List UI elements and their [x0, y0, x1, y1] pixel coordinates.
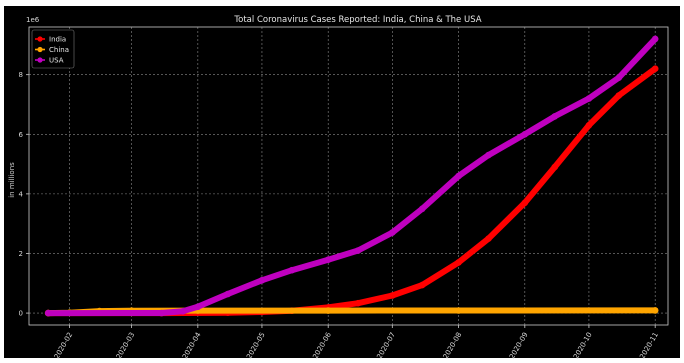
data-point-usa: [258, 277, 266, 284]
legend: India China USA: [31, 29, 75, 69]
data-point-india: [389, 292, 396, 299]
legend-marker-usa: [37, 57, 43, 63]
y-axis-label: in millions: [8, 162, 16, 198]
chart-title: Total Coronavirus Cases Reported: India,…: [233, 15, 481, 25]
y-tick-label: 0: [19, 310, 23, 318]
y-tick-label: 8: [19, 71, 23, 79]
data-point-usa: [224, 290, 232, 298]
data-point-china: [324, 307, 332, 314]
data-point-usa: [389, 229, 396, 236]
data-point-india: [521, 199, 529, 207]
data-point-usa: [615, 74, 623, 81]
data-point-usa: [651, 35, 659, 43]
y-tick-label: 2: [19, 250, 23, 258]
data-point-india: [455, 259, 462, 266]
legend-marker-china: [37, 46, 43, 53]
data-point-usa: [551, 113, 558, 120]
legend-label-usa: USA: [49, 57, 64, 65]
data-point-usa: [354, 247, 362, 254]
legend-marker-india: [37, 36, 43, 42]
data-point-usa: [179, 308, 187, 315]
data-point-china: [651, 307, 659, 314]
data-point-usa: [418, 205, 426, 213]
data-point-india: [551, 163, 558, 171]
y-tick-label: 6: [19, 131, 24, 139]
data-point-usa: [324, 256, 332, 264]
y-axis-offset-label: 1e6: [26, 16, 40, 24]
data-point-usa: [158, 309, 165, 317]
data-point-china: [455, 307, 462, 314]
data-point-usa: [585, 95, 593, 102]
legend-label-india: India: [49, 36, 66, 44]
data-point-usa: [44, 309, 52, 317]
data-point-usa: [194, 303, 202, 311]
plot-frame: [28, 26, 669, 326]
data-point-india: [585, 122, 593, 129]
legend-label-china: China: [49, 46, 69, 54]
data-point-india: [651, 65, 659, 72]
chart-background: [4, 6, 680, 358]
y-tick-label: 4: [19, 190, 24, 198]
data-point-india: [354, 299, 362, 307]
data-point-usa: [521, 131, 529, 138]
data-point-usa: [455, 172, 462, 180]
data-point-usa: [485, 151, 492, 159]
data-point-india: [485, 235, 492, 242]
series-lines: [44, 35, 659, 317]
data-point-usa: [288, 266, 296, 274]
data-point-india: [615, 92, 623, 99]
data-point-india: [418, 281, 426, 289]
